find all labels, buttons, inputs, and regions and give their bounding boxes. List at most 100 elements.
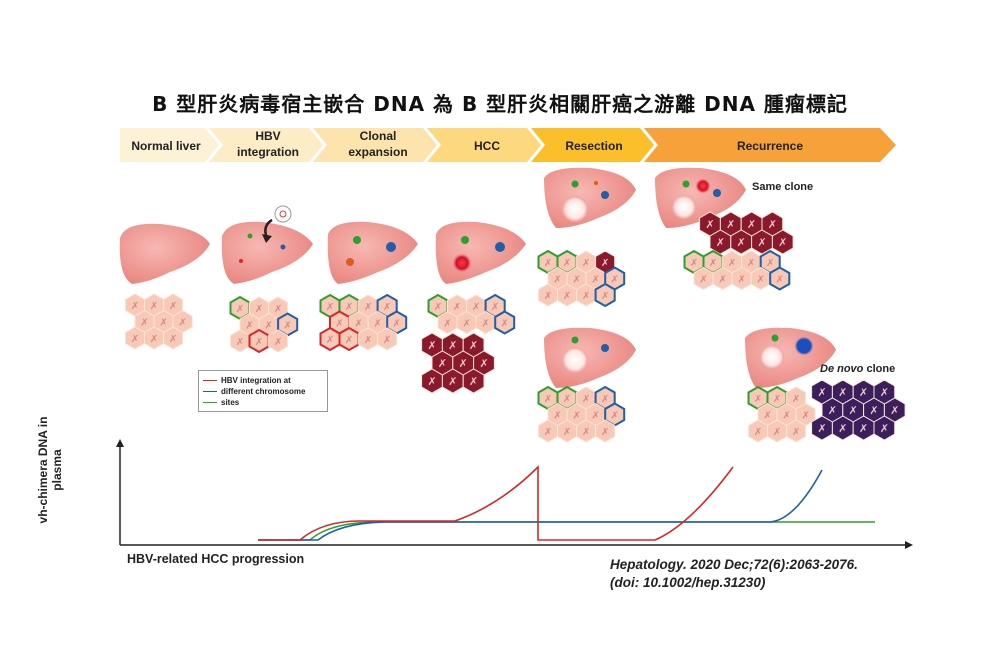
chromosome-icon: ✗ [754,427,762,438]
chromosome-icon: ✗ [582,258,590,269]
chromosome-icon: ✗ [766,258,774,269]
chromosome-icon: ✗ [438,357,447,370]
chromosome-icon: ✗ [255,304,263,315]
legend-item-red: HBV integration at [203,376,291,385]
chromosome-icon: ✗ [611,275,619,286]
stage-label-clonal-line2: expansion [348,145,407,159]
chromosome-icon: ✗ [591,411,599,422]
chromosome-icon: ✗ [544,258,552,269]
liver-resection-2 [544,327,636,388]
chromosome-icon: ✗ [469,339,478,352]
same-tumor-cell [771,229,794,255]
resection-2-cell [595,419,616,443]
same-clone-cell [769,266,791,291]
x-axis-label: HBV-related HCC progression [127,552,305,566]
chromosome-icon: ✗ [890,404,899,417]
chromosome-icon: ✗ [726,218,735,231]
liver-resection-1 [544,167,636,228]
chromosome-icon: ✗ [491,302,499,313]
normal-cell [163,326,184,350]
chromosome-icon: ✗ [427,375,436,388]
chromosome-icon: ✗ [434,302,442,313]
chromosome-icon: ✗ [459,357,468,370]
citation: Hepatology. 2020 Dec;72(6):2063-2076. (d… [610,556,858,592]
chromosome-icon: ✗ [754,394,762,405]
chromosome-icon: ✗ [159,318,167,329]
chromosome-icon: ✗ [709,258,717,269]
chromosome-icon: ✗ [699,275,707,286]
chromosome-icon: ✗ [245,321,253,332]
chromosome-icon: ✗ [553,411,561,422]
chromosome-icon: ✗ [792,394,800,405]
stage-label-hcc: HCC [474,139,500,153]
chromosome-icon: ✗ [326,335,334,346]
liver-normal [119,223,210,284]
hcc-tumor-cell [462,368,485,394]
chromosome-icon: ✗ [757,275,765,286]
stage-label-normal-liver: Normal liver [131,139,201,153]
chromosome-icon: ✗ [728,258,736,269]
liver-hbv [221,221,313,284]
chromosome-icon: ✗ [472,302,480,313]
chromosome-icon: ✗ [801,411,809,422]
chromosome-icon: ✗ [768,218,777,231]
chromosome-icon: ✗ [782,411,790,422]
chromosome-icon: ✗ [264,321,272,332]
chromosome-icon: ✗ [859,422,868,435]
chromosome-icon: ✗ [131,301,139,312]
chromosome-icon: ✗ [178,318,186,329]
chromosome-icon: ✗ [563,394,571,405]
stage-labels: Normal liver HBV integration Clonal expa… [131,129,803,159]
chromosome-icon: ✗ [131,334,139,345]
chromosome-icon: ✗ [773,427,781,438]
chromosome-icon: ✗ [140,318,148,329]
chromosome-icon: ✗ [462,319,470,330]
chromosome-icon: ✗ [274,337,282,348]
chromosome-icon: ✗ [776,275,784,286]
denovo-clone-label: De novo clone [820,363,895,375]
series-green [258,521,875,541]
same-clone-label: Same clone [752,181,814,193]
chromosome-icon: ✗ [705,218,714,231]
chromosome-icon: ✗ [773,394,781,405]
hbv-cell [268,329,289,353]
stage-label-recurrence: Recurrence [737,139,803,153]
chromosome-icon: ✗ [757,236,766,249]
hcc-top-cell [494,310,516,335]
chromosome-icon: ✗ [383,335,391,346]
chromosome-icon: ✗ [572,275,580,286]
chromosome-icon: ✗ [601,427,609,438]
chromosome-icon: ✗ [582,427,590,438]
page-title: B 型肝炎病毒宿主嵌合 DNA 為 B 型肝炎相關肝癌之游離 DNA 腫瘤標記 [152,92,848,116]
chromosome-icon: ✗ [255,337,263,348]
chromosome-icon: ✗ [880,422,889,435]
graph-axes [116,439,913,549]
series-lines [258,465,875,541]
chromosome-icon: ✗ [582,291,590,302]
chromosome-icon: ✗ [737,236,746,249]
chromosome-icon: ✗ [169,301,177,312]
chromosome-icon: ✗ [563,427,571,438]
legend-item-green: sites [203,398,239,407]
stage-label-hbv-line2: integration [237,145,299,159]
chromosome-icon: ✗ [817,386,826,399]
denovo-tumor-cell [873,415,896,441]
legend-label-red: HBV integration at [221,376,291,385]
chromosome-icon: ✗ [611,411,619,422]
chromosome-icon: ✗ [364,302,372,313]
chromosome-icon: ✗ [591,275,599,286]
liver-clonal [327,221,418,284]
stage-label-hbv-line1: HBV [255,129,280,143]
chromosome-icon: ✗ [747,258,755,269]
chromosome-icon: ✗ [601,291,609,302]
stage-arrow-hbv-integration [209,128,323,162]
series-red [258,465,734,541]
chromosome-icon: ✗ [690,258,698,269]
legend: HBV integration at different chromosome … [198,370,328,412]
chromosome-icon: ✗ [563,258,571,269]
chromosome-icon: ✗ [563,291,571,302]
clonal-cell [377,327,398,351]
chromosome-icon: ✗ [443,319,451,330]
chromosome-icon: ✗ [283,321,291,332]
